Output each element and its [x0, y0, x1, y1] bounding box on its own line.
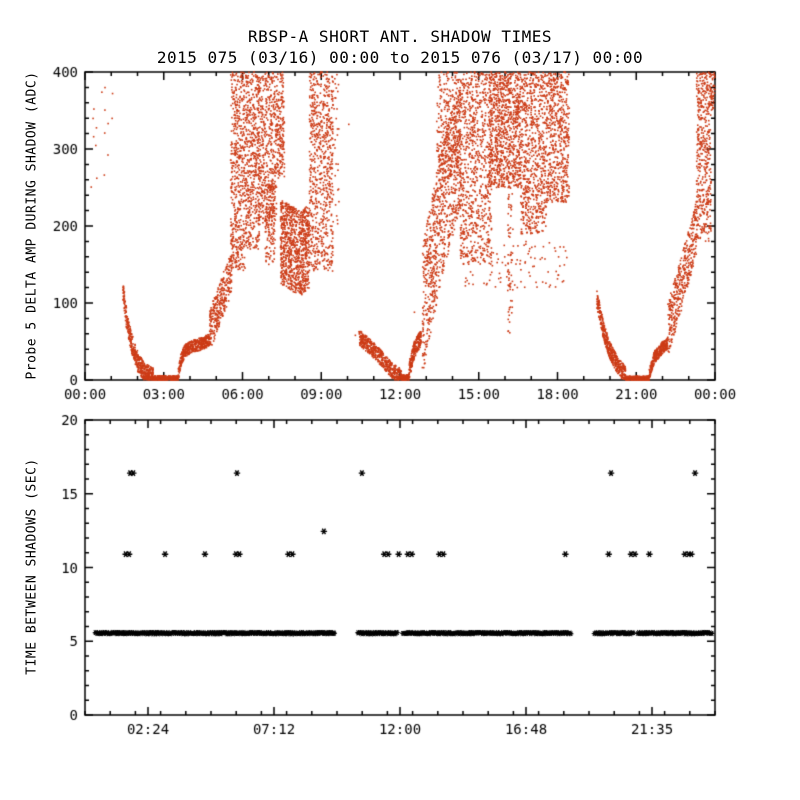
bottom-y-axis-label: TIME BETWEEN SHADOWS (SEC) — [24, 458, 40, 675]
top-y-axis-label: Probe 5 DELTA AMP DURING SHADOW (ADC) — [24, 71, 40, 380]
chart-subtitle: 2015 075 (03/16) 00:00 to 2015 076 (03/1… — [156, 48, 644, 67]
chart-title: RBSP-A SHORT ANT. SHADOW TIMES — [248, 27, 552, 46]
